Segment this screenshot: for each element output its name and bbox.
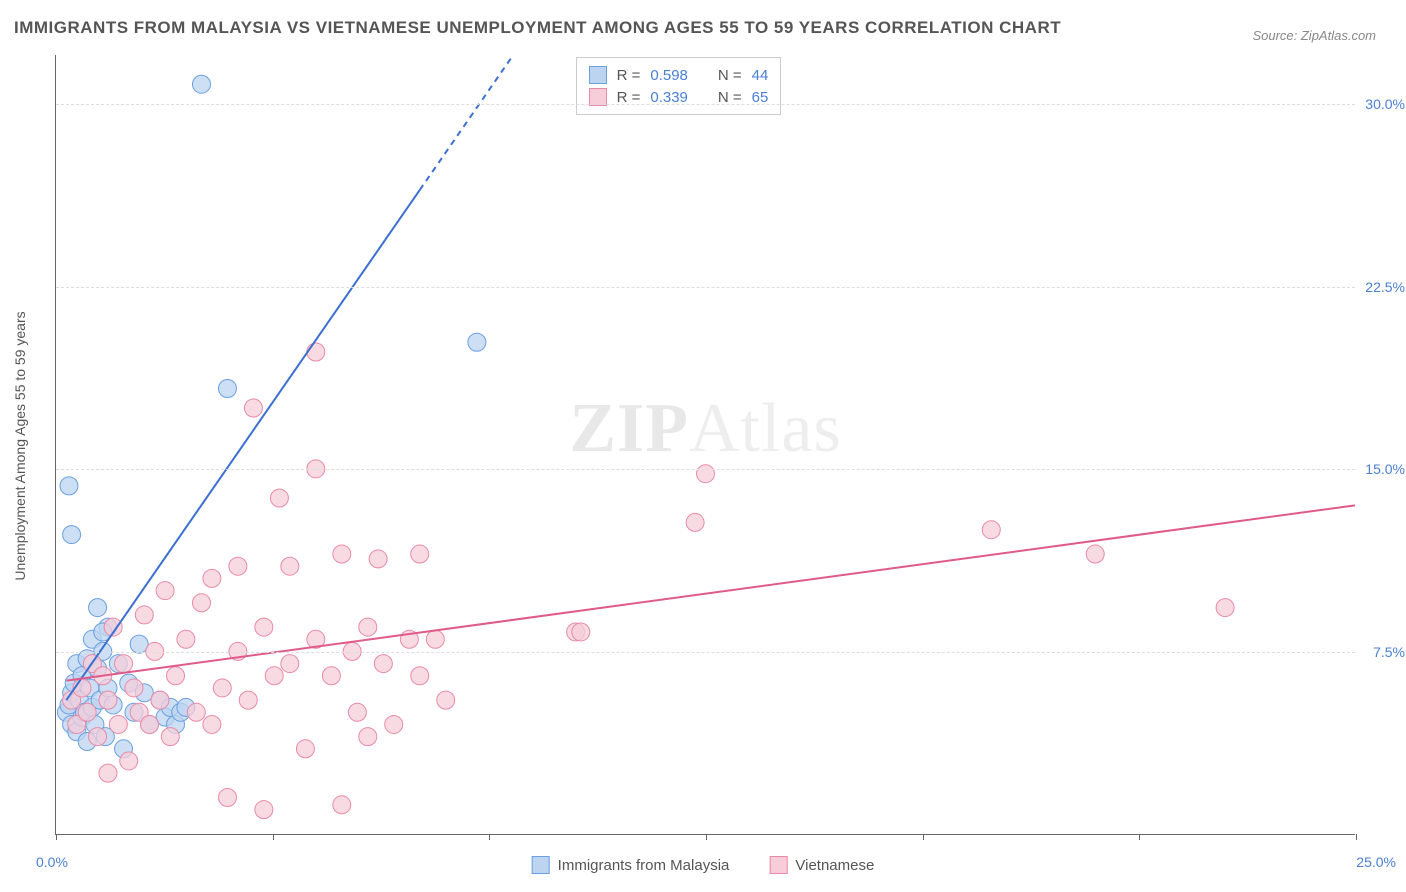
data-point [333,545,351,563]
gridline [56,469,1355,470]
data-point [369,550,387,568]
x-tick [1139,834,1140,840]
data-point [239,691,257,709]
data-point [167,667,185,685]
data-point [213,679,231,697]
data-point [348,703,366,721]
legend-item-vietnamese: Vietnamese [769,856,874,874]
data-point [411,667,429,685]
data-point [192,594,210,612]
data-point [89,599,107,617]
data-point [255,618,273,636]
data-point [572,623,590,641]
data-point [63,526,81,544]
series-legend: Immigrants from Malaysia Vietnamese [532,856,875,874]
data-point [151,691,169,709]
x-tick [56,834,57,840]
data-point [177,630,195,648]
data-point [78,703,96,721]
legend-item-malaysia: Immigrants from Malaysia [532,856,730,874]
stats-legend: R = 0.598 N = 44 R = 0.339 N = 65 [576,57,782,115]
data-point [99,691,117,709]
trend-line-dashed [420,55,514,190]
data-point [359,728,377,746]
data-point [135,606,153,624]
stats-legend-row-malaysia: R = 0.598 N = 44 [589,64,769,86]
x-tick [706,834,707,840]
y-tick-label: 22.5% [1365,279,1405,295]
legend-label-malaysia: Immigrants from Malaysia [558,857,730,874]
data-point [982,521,1000,539]
plot-svg [56,55,1355,834]
data-point [120,752,138,770]
x-tick [923,834,924,840]
data-point [99,764,117,782]
legend-label-vietnamese: Vietnamese [795,857,874,874]
x-origin-label: 0.0% [36,854,68,870]
data-point [307,343,325,361]
data-point [156,582,174,600]
data-point [265,667,283,685]
data-point [161,728,179,746]
data-point [218,380,236,398]
data-point [229,557,247,575]
data-point [468,333,486,351]
plot-area: ZIPAtlas R = 0.598 N = 44 R = 0.339 N = [55,55,1355,835]
data-point [218,788,236,806]
x-tick [1356,834,1357,840]
data-point [141,715,159,733]
data-point [411,545,429,563]
data-point [1086,545,1104,563]
n-value-malaysia: 44 [752,67,769,84]
data-point [333,796,351,814]
data-point [697,465,715,483]
gridline [56,104,1355,105]
y-tick-label: 7.5% [1373,644,1405,660]
data-point [296,740,314,758]
n-label: N = [718,67,742,84]
x-tick [489,834,490,840]
data-point [385,715,403,733]
data-point [192,75,210,93]
data-point [89,728,107,746]
data-point [203,569,221,587]
data-point [686,513,704,531]
data-point [270,489,288,507]
data-point [255,801,273,819]
data-point [1216,599,1234,617]
r-label: R = [617,67,641,84]
legend-swatch-malaysia [532,856,550,874]
data-point [109,715,127,733]
data-point [203,715,221,733]
x-tick [273,834,274,840]
swatch-malaysia [589,66,607,84]
y-tick-label: 15.0% [1365,461,1405,477]
r-value-malaysia: 0.598 [650,67,688,84]
x-max-label: 25.0% [1356,854,1396,870]
legend-swatch-vietnamese [769,856,787,874]
data-point [60,477,78,495]
gridline [56,287,1355,288]
y-axis-title: Unemployment Among Ages 55 to 59 years [12,311,28,580]
data-point [187,703,205,721]
y-tick-label: 30.0% [1365,96,1405,112]
trend-line [66,505,1355,680]
data-point [322,667,340,685]
data-point [244,399,262,417]
chart-title: IMMIGRANTS FROM MALAYSIA VS VIETNAMESE U… [14,18,1061,38]
data-point [281,557,299,575]
data-point [359,618,377,636]
data-point [374,655,392,673]
data-point [125,679,143,697]
data-point [437,691,455,709]
source-attribution: Source: ZipAtlas.com [1252,28,1376,43]
gridline [56,652,1355,653]
data-point [281,655,299,673]
correlation-chart: IMMIGRANTS FROM MALAYSIA VS VIETNAMESE U… [0,0,1406,892]
data-point [426,630,444,648]
data-point [115,655,133,673]
